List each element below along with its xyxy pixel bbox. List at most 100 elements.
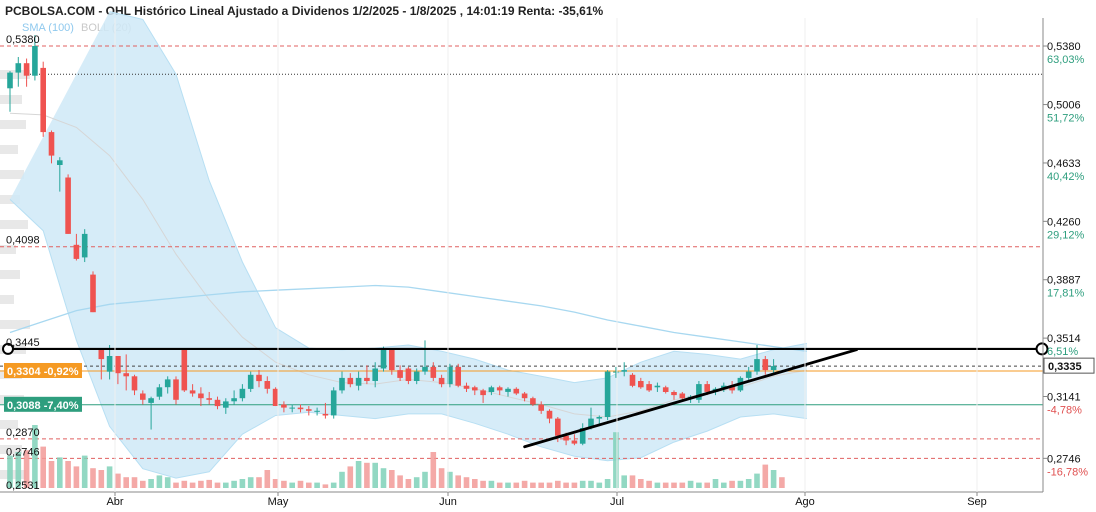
volume-profile — [0, 70, 30, 479]
candle[interactable] — [65, 174, 71, 234]
candle[interactable] — [770, 359, 777, 374]
candle[interactable] — [231, 390, 237, 405]
candle[interactable] — [364, 365, 370, 385]
candle[interactable] — [57, 157, 63, 192]
candle[interactable] — [455, 363, 461, 388]
candle[interactable] — [604, 370, 611, 421]
candle[interactable] — [164, 376, 171, 394]
candle-body — [729, 385, 735, 391]
candle[interactable] — [247, 371, 254, 392]
candle[interactable] — [239, 384, 246, 402]
candle[interactable] — [521, 391, 528, 402]
candle[interactable] — [256, 370, 262, 388]
volume-bar — [447, 471, 453, 488]
candle[interactable] — [447, 363, 453, 388]
candle[interactable] — [73, 233, 80, 261]
candle[interactable] — [696, 381, 702, 403]
candle[interactable] — [629, 373, 636, 388]
candle[interactable] — [214, 396, 221, 410]
candle[interactable] — [223, 398, 229, 414]
candle[interactable] — [15, 56, 22, 87]
candle[interactable] — [505, 387, 511, 397]
candle[interactable] — [546, 409, 553, 424]
candle[interactable] — [32, 35, 38, 81]
volume-bar — [779, 477, 785, 488]
candle[interactable] — [621, 362, 627, 377]
candle[interactable] — [140, 390, 146, 405]
candle[interactable] — [397, 365, 403, 382]
candle[interactable] — [662, 385, 669, 394]
candle[interactable] — [430, 362, 437, 382]
candle[interactable] — [314, 407, 320, 416]
candle[interactable] — [339, 371, 345, 394]
candle[interactable] — [106, 345, 113, 380]
candle[interactable] — [613, 366, 619, 378]
candle[interactable] — [513, 387, 520, 396]
candle[interactable] — [347, 373, 354, 388]
candle[interactable] — [380, 346, 387, 372]
candle[interactable] — [654, 382, 661, 392]
candle[interactable] — [306, 406, 312, 416]
candle[interactable] — [289, 404, 295, 413]
candle[interactable] — [405, 366, 412, 385]
candle[interactable] — [148, 396, 154, 430]
candle[interactable] — [671, 390, 677, 400]
candle[interactable] — [131, 374, 138, 396]
candle[interactable] — [189, 384, 196, 397]
candle[interactable] — [156, 384, 163, 400]
candle[interactable] — [272, 387, 279, 407]
candle[interactable] — [198, 387, 204, 407]
legend-sma[interactable]: SMA (100) — [22, 22, 74, 34]
candle[interactable] — [638, 377, 644, 389]
candle-body — [264, 381, 271, 389]
candle[interactable] — [480, 388, 486, 403]
candle[interactable] — [488, 385, 495, 396]
candle[interactable] — [355, 371, 362, 391]
candle[interactable] — [579, 423, 586, 446]
left-price-label: 0,5380 — [6, 34, 40, 46]
candle-body — [422, 366, 428, 372]
candle[interactable] — [7, 71, 13, 112]
candle[interactable] — [123, 354, 129, 391]
candle[interactable] — [322, 402, 329, 419]
volume-bar — [65, 461, 71, 488]
candle[interactable] — [413, 368, 420, 385]
candle[interactable] — [538, 401, 544, 414]
candle[interactable] — [472, 385, 478, 396]
annotations[interactable] — [2, 342, 1049, 449]
candle-body — [770, 366, 777, 370]
candle[interactable] — [297, 404, 304, 413]
candle[interactable] — [679, 391, 686, 400]
candle[interactable] — [372, 362, 378, 388]
candle-body — [48, 132, 55, 156]
candle[interactable] — [330, 387, 337, 419]
candle[interactable] — [422, 340, 428, 375]
candle[interactable] — [588, 407, 594, 430]
candle[interactable] — [40, 61, 46, 137]
candle[interactable] — [496, 385, 503, 396]
candle[interactable] — [48, 130, 55, 164]
candle[interactable] — [81, 229, 88, 263]
candle[interactable] — [281, 401, 287, 413]
candle[interactable] — [762, 355, 769, 375]
candle[interactable] — [438, 374, 445, 388]
candle[interactable] — [646, 381, 652, 392]
candle[interactable] — [264, 376, 271, 394]
candle[interactable] — [181, 348, 188, 392]
candle[interactable] — [98, 349, 105, 380]
candle[interactable] — [115, 355, 121, 385]
candle[interactable] — [463, 382, 470, 392]
candle[interactable] — [745, 366, 752, 382]
candle-body — [339, 377, 345, 391]
candle[interactable] — [596, 415, 603, 425]
candle[interactable] — [206, 391, 212, 405]
candle[interactable] — [90, 271, 96, 313]
candle-body — [380, 349, 387, 369]
candle[interactable] — [23, 58, 30, 87]
candle[interactable] — [571, 434, 578, 446]
candle[interactable] — [173, 376, 179, 405]
candle[interactable] — [530, 396, 536, 407]
candle[interactable] — [389, 348, 395, 375]
